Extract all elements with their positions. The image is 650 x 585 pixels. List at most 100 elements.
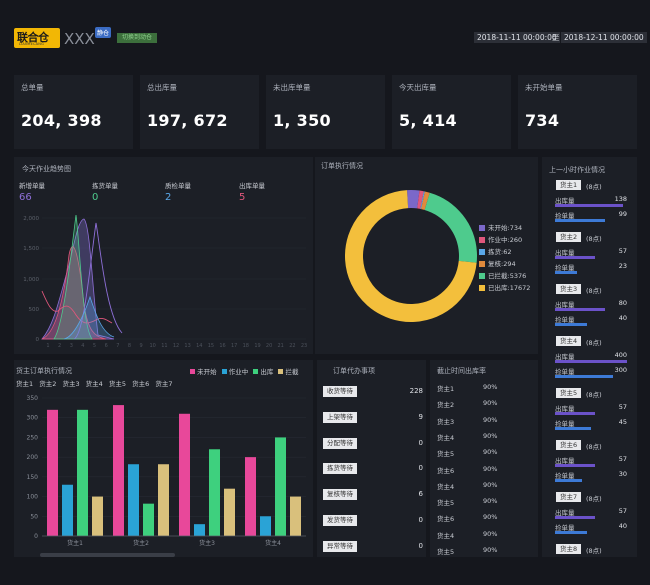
legend-label: 作业中: [228, 368, 249, 376]
hourly-owner-tag[interactable]: 货主1: [556, 180, 582, 190]
hourly-pick-bar: [555, 427, 591, 430]
bar[interactable]: [92, 496, 103, 536]
date-start-field[interactable]: 2018-11-11 00:00:00: [474, 32, 560, 43]
hourly-out-bar: [555, 204, 623, 207]
trend-ytick: 2,000: [23, 216, 39, 222]
order-legend-item: 已出库:17672: [479, 282, 530, 292]
bar[interactable]: [194, 524, 205, 536]
bar[interactable]: [62, 484, 73, 536]
hourly-pick-row: 捡单量 300: [555, 366, 627, 376]
hourly-owner-tag[interactable]: 货主7: [556, 492, 582, 502]
pending-item-button[interactable]: 分配等待: [323, 438, 357, 449]
bar[interactable]: [128, 464, 139, 536]
bar-category-label: 货主3: [199, 539, 215, 547]
hourly-pick-row: 捡单量 40: [555, 522, 627, 532]
hourly-pick-label: 捡单量: [555, 420, 575, 428]
trend-ytick: 500: [29, 307, 40, 313]
bar[interactable]: [245, 457, 256, 536]
trend-col-label: 出库单量: [239, 182, 265, 190]
pending-item-button[interactable]: 拣货等待: [323, 463, 357, 474]
hourly-pick-row: 捡单量 30: [555, 470, 627, 480]
hourly-out-label: 出库量: [555, 457, 575, 465]
hourly-out-bar: [555, 308, 605, 311]
bar[interactable]: [209, 449, 220, 536]
bar[interactable]: [290, 496, 301, 536]
owner-filter[interactable]: 货主2: [39, 380, 57, 388]
rate-percent: 90%: [483, 465, 498, 473]
pending-item-button[interactable]: 发货等待: [323, 515, 357, 526]
hourly-pick-value: 30: [618, 470, 627, 478]
pending-item-button[interactable]: 复核等待: [323, 489, 357, 500]
legend-label: 出库: [260, 368, 274, 376]
hourly-out-value: 57: [618, 247, 627, 255]
trend-xtick: 23: [301, 343, 307, 349]
pending-item-value: 6: [418, 490, 423, 498]
trend-xtick: 3: [70, 343, 73, 349]
warehouse-type-badge: 静仓: [95, 27, 112, 38]
bar[interactable]: [179, 413, 190, 536]
bar[interactable]: [275, 437, 286, 536]
order-legend-item: 已拦截:5376: [479, 270, 526, 280]
rate-percent: 90%: [483, 448, 498, 456]
hourly-owner-tag[interactable]: 货主2: [556, 232, 582, 242]
legend-label: 拦截: [285, 368, 299, 376]
rate-owner: 货主6: [437, 515, 455, 523]
pending-item-button[interactable]: 异常等待: [323, 541, 357, 552]
trend-xtick: 11: [161, 343, 167, 349]
bar[interactable]: [260, 516, 271, 536]
order-legend-item: 未开始:734: [479, 222, 522, 232]
owner-filter-list: 货主1 货主2 货主3 货主4 货主5 货主6 货主7: [16, 378, 172, 388]
hourly-out-label: 出库量: [555, 197, 575, 205]
owner-filter[interactable]: 货主5: [108, 380, 127, 388]
hourly-out-value: 57: [618, 507, 627, 515]
hourly-out-value: 138: [614, 195, 627, 203]
bar[interactable]: [77, 409, 88, 536]
owner-filter[interactable]: 货主1: [16, 380, 34, 388]
hourly-owner-hour: (8点): [586, 287, 602, 295]
owner-filter[interactable]: 货主4: [85, 380, 103, 388]
trend-xtick: 5: [93, 343, 96, 349]
pending-row: 复核等待 6: [323, 489, 423, 501]
bar[interactable]: [143, 503, 154, 536]
hourly-out-row: 出库量 57: [555, 455, 627, 465]
bar-ytick: 100: [27, 494, 39, 501]
hourly-owner-tag[interactable]: 货主4: [556, 336, 582, 346]
switch-warehouse-button[interactable]: 切换到动仓: [117, 33, 157, 43]
rate-percent: 90%: [483, 416, 498, 424]
rate-owner: 货主5: [437, 450, 455, 458]
trend-col-label: 新增单量: [19, 182, 45, 190]
hourly-pick-label: 捡单量: [555, 316, 575, 324]
trend-col-label: 拣货单量: [92, 182, 118, 190]
hourly-pick-value: 45: [618, 418, 627, 426]
pending-row: 拣货等待 0: [323, 463, 423, 475]
hourly-owner-tag[interactable]: 货主3: [556, 284, 582, 294]
bar[interactable]: [113, 405, 124, 536]
pending-item-button[interactable]: 收货等待: [323, 386, 357, 397]
hourly-out-bar: [555, 256, 595, 259]
trend-panel: [14, 157, 313, 354]
hourly-owner-tag[interactable]: 货主5: [556, 388, 582, 398]
owner-filter[interactable]: 货主6: [132, 380, 150, 388]
bar[interactable]: [158, 464, 169, 536]
logo-subtext: LIANHECANG: [19, 42, 45, 46]
hourly-out-value: 400: [614, 351, 627, 359]
pending-row: 上架等待 9: [323, 412, 423, 424]
stat-card-total-orders: 总单量 204, 398: [14, 75, 133, 149]
hourly-pick-bar: [555, 479, 582, 482]
donut-slice[interactable]: [345, 190, 477, 322]
pending-item-button[interactable]: 上架等待: [323, 412, 357, 423]
owner-filter[interactable]: 货主3: [62, 380, 80, 388]
bar[interactable]: [47, 409, 58, 536]
owner-filter[interactable]: 货主7: [155, 380, 173, 388]
stat-label: 未开始单量: [525, 83, 563, 92]
order-legend-item: 作业中:260: [479, 234, 522, 244]
hourly-pick-label: 捡单量: [555, 264, 575, 272]
trend-xtick: 4: [81, 343, 84, 349]
hourly-owner-tag[interactable]: 货主6: [556, 440, 582, 450]
donut-slice[interactable]: [345, 190, 477, 322]
bar[interactable]: [224, 488, 235, 536]
trend-col-value: 5: [239, 192, 246, 203]
hourly-owner-tag[interactable]: 货主8: [556, 544, 582, 554]
date-end-field[interactable]: 2018-12-11 00:00:00: [561, 32, 647, 43]
chart-scrollbar[interactable]: [40, 553, 175, 557]
